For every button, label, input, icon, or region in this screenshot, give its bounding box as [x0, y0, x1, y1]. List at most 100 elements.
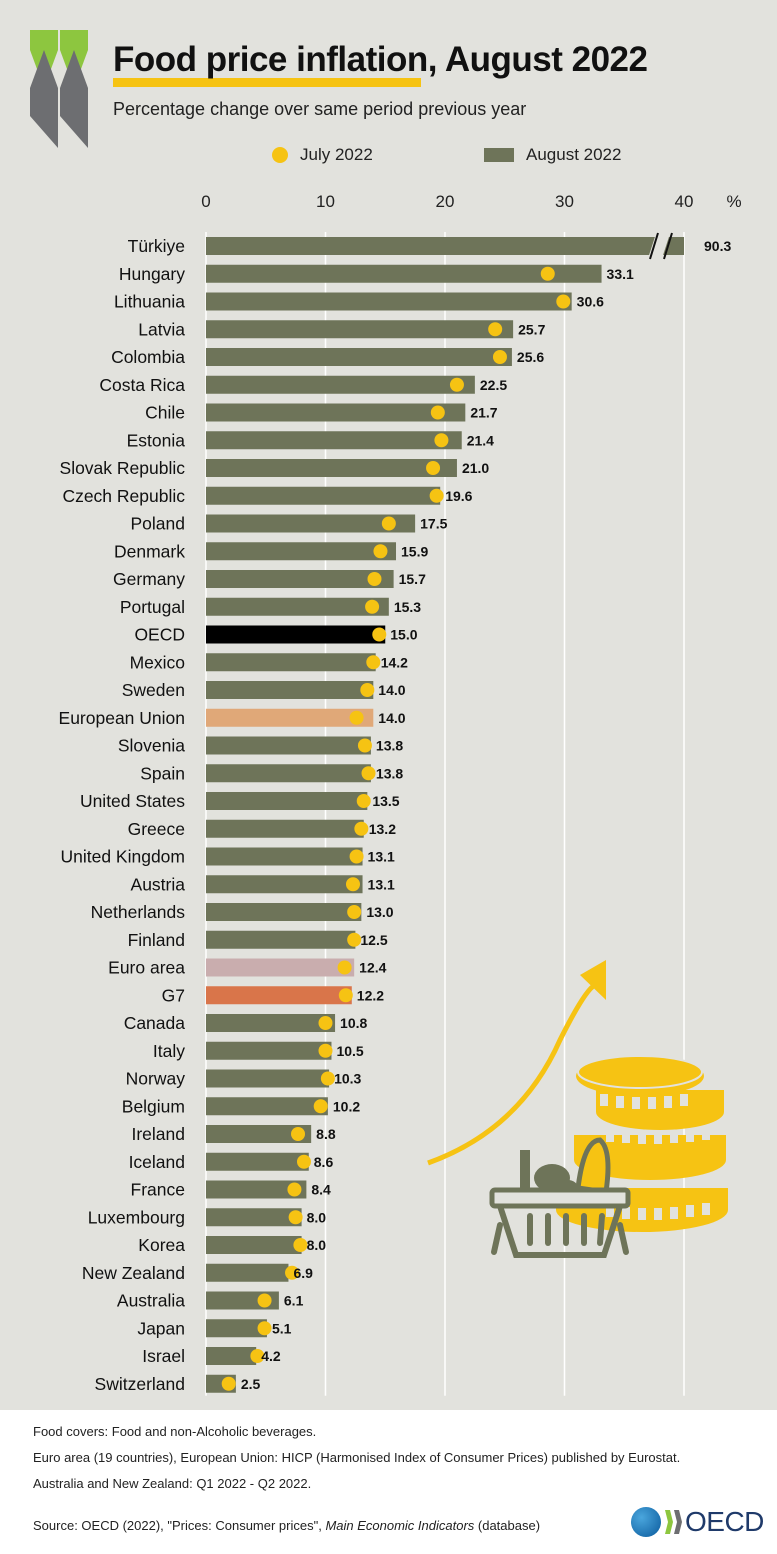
category-label: Germany: [113, 569, 185, 589]
category-label: Korea: [138, 1235, 185, 1255]
chevron-logo-icon: [665, 1510, 682, 1534]
category-label: Estonia: [127, 430, 186, 450]
bar: [206, 930, 356, 949]
value-label: 12.2: [357, 987, 384, 1003]
value-label: 19.6: [445, 488, 472, 504]
value-label: 6.1: [284, 1293, 304, 1309]
july-dot: [288, 1210, 303, 1225]
source-suffix: (database): [474, 1518, 541, 1533]
category-label: Portugal: [120, 597, 185, 617]
value-label: 10.8: [340, 1015, 367, 1031]
basket-coins-illustration: [427, 960, 728, 1258]
category-label: Canada: [124, 1013, 186, 1033]
category-label: Costa Rica: [99, 375, 185, 395]
chart-subtitle: Percentage change over same period previ…: [113, 99, 527, 119]
july-dot: [360, 683, 375, 697]
source-italic: Main Economic Indicators: [325, 1518, 475, 1533]
july-dot: [426, 461, 441, 475]
bar: [206, 403, 466, 422]
category-label: Chile: [145, 403, 185, 423]
value-label: 6.9: [293, 1265, 313, 1281]
legend-july: July 2022: [272, 145, 373, 165]
category-label: Finland: [128, 930, 185, 950]
july-dot: [372, 627, 387, 642]
value-label: 8.8: [316, 1126, 336, 1142]
value-label: 8.4: [311, 1182, 331, 1198]
category-label: Ireland: [131, 1124, 185, 1144]
category-label: Slovenia: [118, 736, 185, 756]
bar-chart: 0 10 20 30 40% Türkiye 90.3 Hungary 33.1 Lithuan…: [59, 192, 742, 1396]
july-dot: [361, 766, 376, 781]
bar: [206, 1069, 330, 1088]
bar: [206, 320, 514, 339]
arrow-head-icon: [580, 960, 606, 1000]
bar: [206, 264, 602, 283]
bar: [206, 986, 352, 1005]
title-rest: , August 2022: [427, 40, 648, 79]
july-dot: [349, 710, 364, 725]
july-dot: [285, 1265, 300, 1280]
x-unit-label: %: [726, 192, 741, 211]
bar: [206, 1180, 307, 1199]
bar: [206, 681, 374, 699]
bar: [206, 292, 572, 311]
july-dot: [338, 988, 353, 1003]
july-dot: [347, 905, 362, 919]
value-label: 33.1: [607, 266, 634, 282]
july-dot: [430, 405, 445, 420]
footer-note-aus-nz: Australia and New Zealand: Q1 2022 - Q2 …: [33, 1476, 312, 1491]
bar: [206, 1125, 312, 1143]
category-label: Denmark: [114, 541, 185, 561]
category-label: United Kingdom: [60, 847, 185, 867]
category-label: Australia: [117, 1291, 185, 1311]
july-dot: [449, 377, 464, 392]
bar: [206, 237, 684, 255]
value-label: 10.3: [334, 1071, 361, 1087]
july-dot: [354, 821, 369, 836]
category-label: Mexico: [130, 652, 185, 672]
bar: [206, 1208, 302, 1227]
value-label: 8.0: [307, 1237, 327, 1253]
footer-note-food: Food covers: Food and non-Alcoholic beve…: [33, 1424, 317, 1439]
title-main: Food price inflation: [113, 40, 428, 79]
bar: [206, 847, 363, 866]
value-label: 17.5: [420, 516, 447, 532]
category-label: Netherlands: [91, 902, 186, 922]
value-label: 5.1: [272, 1320, 292, 1336]
july-dot: [250, 1349, 265, 1363]
value-label: 14.0: [378, 682, 405, 698]
value-label: 14.0: [378, 710, 405, 726]
category-label: Italy: [153, 1041, 185, 1061]
globe-icon: [631, 1507, 661, 1537]
bar: [206, 1014, 336, 1032]
july-dot: [434, 433, 449, 448]
value-label: 10.5: [336, 1043, 363, 1059]
bar: [206, 708, 374, 727]
bar: [206, 570, 394, 588]
july-dot: [556, 294, 571, 309]
value-label: 25.7: [518, 321, 545, 337]
category-label: Greece: [128, 819, 185, 839]
july-dot: [221, 1376, 236, 1391]
bar: [206, 1263, 289, 1282]
bar: [206, 764, 371, 783]
july-dot: [318, 1043, 333, 1058]
category-label: Hungary: [119, 264, 185, 284]
value-label: 13.1: [368, 849, 395, 865]
x-tick-label: 30: [555, 192, 574, 211]
value-label: 13.2: [369, 821, 396, 837]
july-dot: [492, 350, 507, 364]
july-dot: [365, 599, 380, 614]
value-label: 21.7: [470, 405, 497, 421]
july-dot: [287, 1182, 302, 1197]
footer-notes: Food covers: Food and non-Alcoholic beve…: [33, 1425, 680, 1503]
arrow-curve-icon: [427, 982, 597, 1166]
shopping-basket-icon: [489, 1137, 631, 1258]
oecd-logo-text: OECD: [685, 1506, 764, 1537]
july-dot: [488, 322, 503, 337]
legend-bar-icon: [484, 148, 514, 162]
july-dot: [313, 1099, 328, 1114]
bar: [206, 792, 368, 810]
bar: [206, 958, 355, 977]
bar: [206, 597, 389, 616]
